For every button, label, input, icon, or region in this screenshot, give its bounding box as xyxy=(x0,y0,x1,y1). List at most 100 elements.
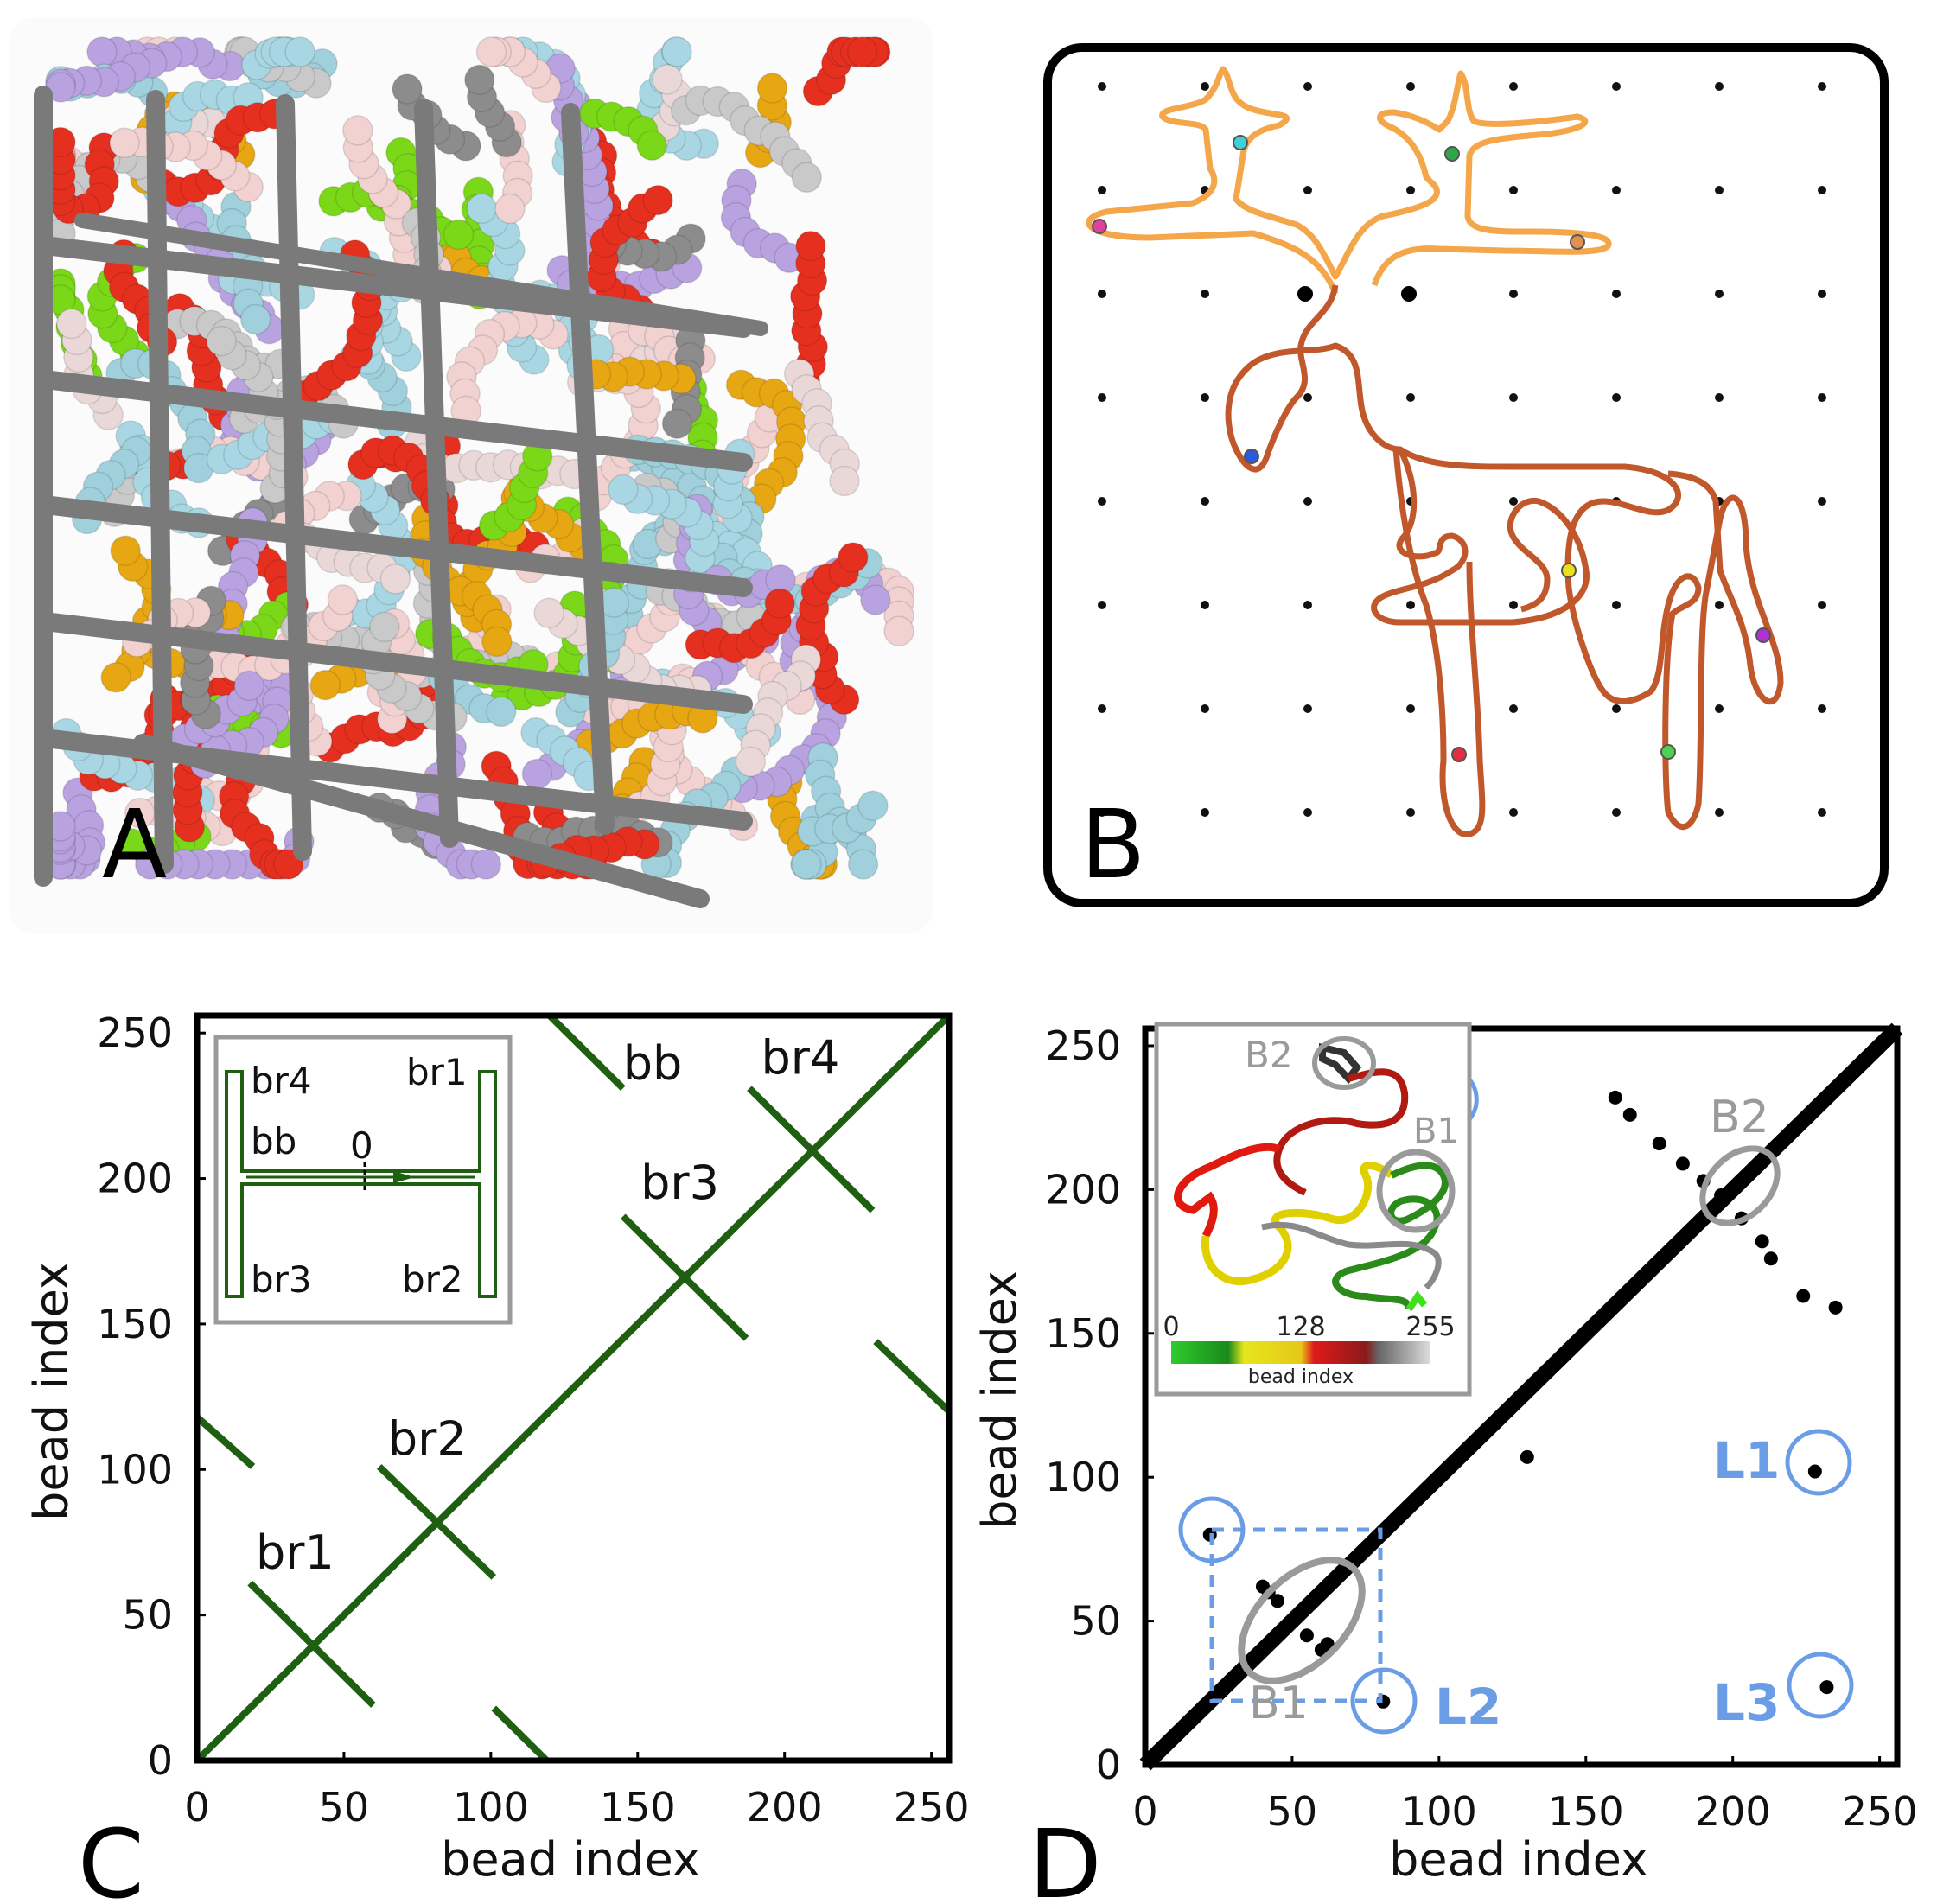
polymer-bead xyxy=(475,36,507,67)
lattice-rod-horizontal xyxy=(42,496,753,597)
panel-d-x-axis-title: bead index xyxy=(1389,1832,1648,1887)
lattice-dot xyxy=(1201,704,1209,713)
lattice-dot xyxy=(1201,393,1209,402)
y-tick-label: 50 xyxy=(122,1592,173,1639)
inset-label-br2: br2 xyxy=(402,1258,463,1301)
lattice-dot xyxy=(1715,704,1724,713)
contact-segment xyxy=(620,1213,749,1341)
lattice-rod-vertical xyxy=(561,103,615,835)
lattice-dot xyxy=(1509,290,1518,298)
lattice-dot xyxy=(1715,290,1724,298)
branch-label: br4 xyxy=(761,1030,840,1085)
polymer-bead xyxy=(756,73,788,104)
panel-d-letter: D xyxy=(1029,1809,1102,1904)
inset-label-b2: B2 xyxy=(1245,1034,1293,1076)
lattice-dot xyxy=(1201,82,1209,91)
label-l1: L1 xyxy=(1713,1431,1780,1490)
lattice-dot xyxy=(1098,82,1106,91)
lattice-dot xyxy=(1612,393,1621,402)
panel-b-letter: B xyxy=(1080,789,1145,900)
y-tick-label: 50 xyxy=(1070,1598,1121,1645)
marker-bead xyxy=(1660,744,1676,760)
polymer-bead xyxy=(110,535,141,566)
polymer-bead xyxy=(652,64,683,95)
l1-circle xyxy=(1785,1429,1852,1496)
lattice-grid xyxy=(34,86,768,908)
polymer-bead xyxy=(284,36,315,67)
l2-upper-circle xyxy=(1178,1496,1246,1563)
lattice-dot xyxy=(1612,808,1621,817)
lattice-rod-horizontal xyxy=(42,371,753,472)
lattice-dot xyxy=(1303,393,1312,402)
panel-c-y-axis-title: bead index xyxy=(24,1262,79,1521)
y-tick-label: 250 xyxy=(97,1009,173,1056)
lattice-dot xyxy=(1715,601,1724,609)
polymer-bead xyxy=(56,308,87,340)
branch-label: br2 xyxy=(388,1411,467,1466)
lattice-dot xyxy=(1098,186,1106,194)
polymer-bead xyxy=(109,127,140,158)
lattice-dot xyxy=(1509,186,1518,194)
l2-lower-circle xyxy=(1350,1667,1418,1735)
inset-chain-gray xyxy=(1261,1221,1442,1290)
lattice-dot xyxy=(1303,82,1312,91)
lattice-dot xyxy=(1715,186,1724,194)
lattice-dot xyxy=(1509,393,1518,402)
polymer-bead xyxy=(661,408,693,439)
black-bead xyxy=(1297,286,1313,302)
inset-b2-circle xyxy=(1312,1036,1376,1090)
panel-b: B xyxy=(1043,43,1889,907)
panel-c-inset: br4 br1 bb 0 br3 br2 xyxy=(213,1035,513,1325)
lattice-dot xyxy=(1098,497,1106,506)
panel-b-frame xyxy=(1043,43,1889,907)
inset-label-br4: br4 xyxy=(251,1060,312,1102)
x-tick-label: 0 xyxy=(1132,1788,1157,1835)
polymer-bead xyxy=(494,193,526,225)
contact-point xyxy=(1807,1464,1822,1479)
lattice-dot xyxy=(1303,497,1312,506)
lattice-rod-horizontal xyxy=(42,613,753,714)
polymer-bead xyxy=(661,36,692,67)
branch-label: br1 xyxy=(256,1525,335,1580)
inset-b1-circle xyxy=(1376,1149,1456,1233)
black-bead xyxy=(1401,286,1417,302)
contact-segment xyxy=(194,1013,952,1763)
inset-chain-bright-red xyxy=(1174,1143,1282,1239)
lattice-dot xyxy=(1715,82,1724,91)
polymer-bead xyxy=(533,597,564,629)
marker-bead xyxy=(1561,563,1577,578)
y-tick-label: 150 xyxy=(1045,1310,1121,1357)
l3-circle xyxy=(1787,1652,1854,1719)
polymer-bead xyxy=(764,588,795,619)
panel-c-letter: C xyxy=(78,1809,144,1904)
x-tick-label: 150 xyxy=(1548,1788,1624,1835)
inset-label-bb: bb xyxy=(251,1120,296,1162)
lattice-dot xyxy=(1201,808,1209,817)
contact-point xyxy=(1819,1680,1834,1695)
x-tick-label: 200 xyxy=(1695,1788,1771,1835)
contact-point xyxy=(1622,1107,1637,1122)
polymer-bead xyxy=(470,849,502,880)
polymer-bead xyxy=(829,465,860,497)
polymer-bead xyxy=(239,303,271,335)
colorbar xyxy=(1171,1341,1430,1364)
y-tick-label: 200 xyxy=(1045,1166,1121,1213)
panel-c-annotations: br1 br2 br3 br4 bb xyxy=(256,1030,839,1579)
lattice-dot xyxy=(1818,497,1826,506)
polymer-bead xyxy=(795,230,826,262)
polymer-bead xyxy=(86,36,118,67)
lattice-dot xyxy=(1406,808,1415,817)
lattice-rod-vertical xyxy=(414,99,459,848)
b1-circle xyxy=(1238,1557,1366,1684)
y-tick-label: 150 xyxy=(97,1301,173,1347)
polymer-bead xyxy=(846,36,878,67)
polymer-bead xyxy=(883,615,914,646)
polymer-bead xyxy=(857,790,889,821)
polymer-bead xyxy=(233,670,265,702)
lattice-dot xyxy=(1098,808,1106,817)
branch-label: br3 xyxy=(640,1156,719,1210)
lattice-dot xyxy=(1303,601,1312,609)
lattice-dot xyxy=(1406,704,1415,713)
